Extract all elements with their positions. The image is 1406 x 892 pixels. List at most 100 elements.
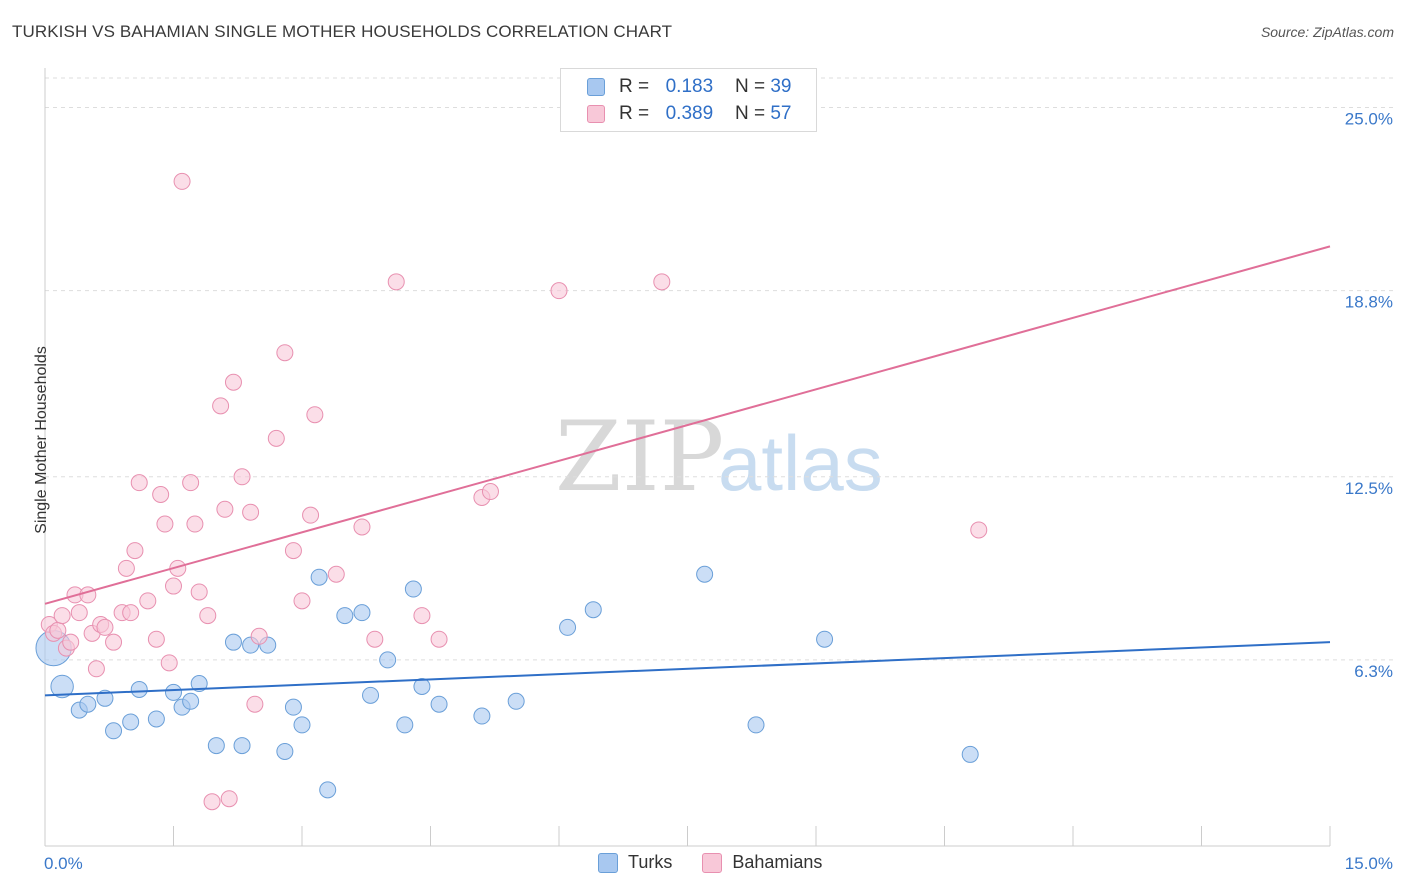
bahamians-point [430, 630, 448, 648]
bahamians-point [250, 627, 268, 645]
turks-point [293, 716, 311, 734]
bahamians-point [220, 790, 238, 808]
bahamians-point [224, 373, 242, 391]
bahamians-point [156, 515, 174, 533]
turks-point [207, 737, 225, 755]
bahamians-point [302, 506, 320, 524]
legend-label-turks: Turks [628, 852, 673, 872]
legend-r-value: 0.183 [665, 76, 714, 97]
turks-point [284, 698, 302, 716]
legend-row-turks: R = 0.183 N = 39 [587, 75, 791, 99]
bahamians-point [366, 630, 384, 648]
turks-point [190, 675, 208, 693]
legend-n-label: N = [734, 103, 766, 124]
bahamians-point [117, 559, 135, 577]
bahamians-point [190, 583, 208, 601]
legend-r-label: R = [619, 76, 650, 97]
turks-point [507, 692, 525, 710]
legend-n-value: 39 [770, 76, 792, 97]
x-tick-label: 0.0% [44, 854, 83, 873]
watermark-atlas: atlas [718, 419, 883, 507]
turks-point [336, 607, 354, 625]
legend-r-label: R = [619, 103, 650, 124]
turks-point [816, 630, 834, 648]
bahamians-point [387, 273, 405, 291]
bahamians-point [105, 633, 123, 651]
y-tick-label: 25.0% [1345, 110, 1393, 129]
bahamians-point [276, 344, 294, 362]
bahamians-point [186, 515, 204, 533]
bahamians-point [242, 503, 260, 521]
turks-point [50, 674, 74, 699]
bahamians-point [130, 474, 148, 492]
turks-trend-line [44, 641, 1331, 697]
legend-item-turks[interactable]: Turks [598, 852, 672, 873]
turks-point [473, 707, 491, 725]
bahamians-point [122, 604, 140, 622]
bahamians-point [267, 429, 285, 447]
legend-item-bahamians[interactable]: Bahamians [702, 852, 822, 873]
turks-point [147, 710, 165, 728]
bahamians-point [173, 172, 191, 190]
bahamians-point [70, 604, 88, 622]
bahamians-swatch [587, 105, 605, 123]
y-axis-label-wrap: Single Mother Households [14, 290, 50, 590]
y-tick-label: 6.3% [1354, 662, 1393, 681]
legend-n-label: N = [734, 76, 766, 97]
bahamians-point [481, 483, 499, 501]
bahamians-point [306, 406, 324, 424]
turks-point [105, 722, 123, 740]
turks-point [310, 568, 328, 586]
turks-point [559, 618, 577, 636]
turks-point [413, 677, 431, 695]
source-note: Source: ZipAtlas.com [1260, 24, 1394, 40]
turks-point [96, 689, 114, 707]
bahamians-point [212, 397, 230, 415]
bahamians-point [147, 630, 165, 648]
turks-point [430, 695, 448, 713]
turks-point [404, 580, 422, 598]
bahamians-point [284, 542, 302, 560]
bahamians-point [160, 654, 178, 672]
turks-point [165, 683, 182, 701]
turks-legend-swatch [598, 852, 618, 873]
bahamians-point [152, 485, 170, 503]
bahamians-point [353, 518, 371, 536]
correlation-legend: R = 0.183 N = 39 R = 0.389 N = 57 [560, 68, 817, 132]
bahamians-point [139, 592, 157, 610]
bahamians-point [233, 468, 251, 486]
turks-swatch [587, 78, 605, 96]
bahamians-point [970, 521, 988, 539]
bahamians-point [62, 633, 80, 651]
turks-point [233, 737, 251, 755]
turks-point [130, 680, 148, 698]
turks-point [362, 686, 380, 704]
turks-point [961, 745, 979, 763]
y-axis-label: Single Mother Households [33, 346, 50, 534]
legend-row-bahamians: R = 0.389 N = 57 [587, 102, 791, 126]
y-tick-label: 18.8% [1345, 293, 1393, 312]
turks-point [353, 604, 371, 622]
turks-point [396, 716, 414, 734]
bahamians-point [216, 500, 234, 518]
bahamians-point [165, 577, 182, 595]
watermark-zip: ZIP [555, 401, 724, 513]
bahamians-point [246, 695, 264, 713]
turks-point [696, 565, 714, 583]
legend-n-value: 57 [770, 103, 792, 124]
bahamians-point [126, 542, 144, 560]
chart-title: TURKISH VS BAHAMIAN SINGLE MOTHER HOUSEH… [12, 22, 673, 41]
bahamians-point [293, 592, 311, 610]
turks-point [276, 742, 294, 760]
turks-point [224, 633, 242, 651]
legend-r-value: 0.389 [665, 103, 714, 124]
bahamians-point [199, 607, 217, 625]
bahamians-point [413, 607, 431, 625]
bahamians-point [203, 793, 221, 811]
bahamians-point [550, 282, 568, 300]
y-tick-label: 12.5% [1345, 479, 1393, 498]
bahamians-point [53, 607, 71, 625]
bahamians-point [96, 618, 114, 636]
bahamians-legend-swatch [702, 852, 723, 873]
